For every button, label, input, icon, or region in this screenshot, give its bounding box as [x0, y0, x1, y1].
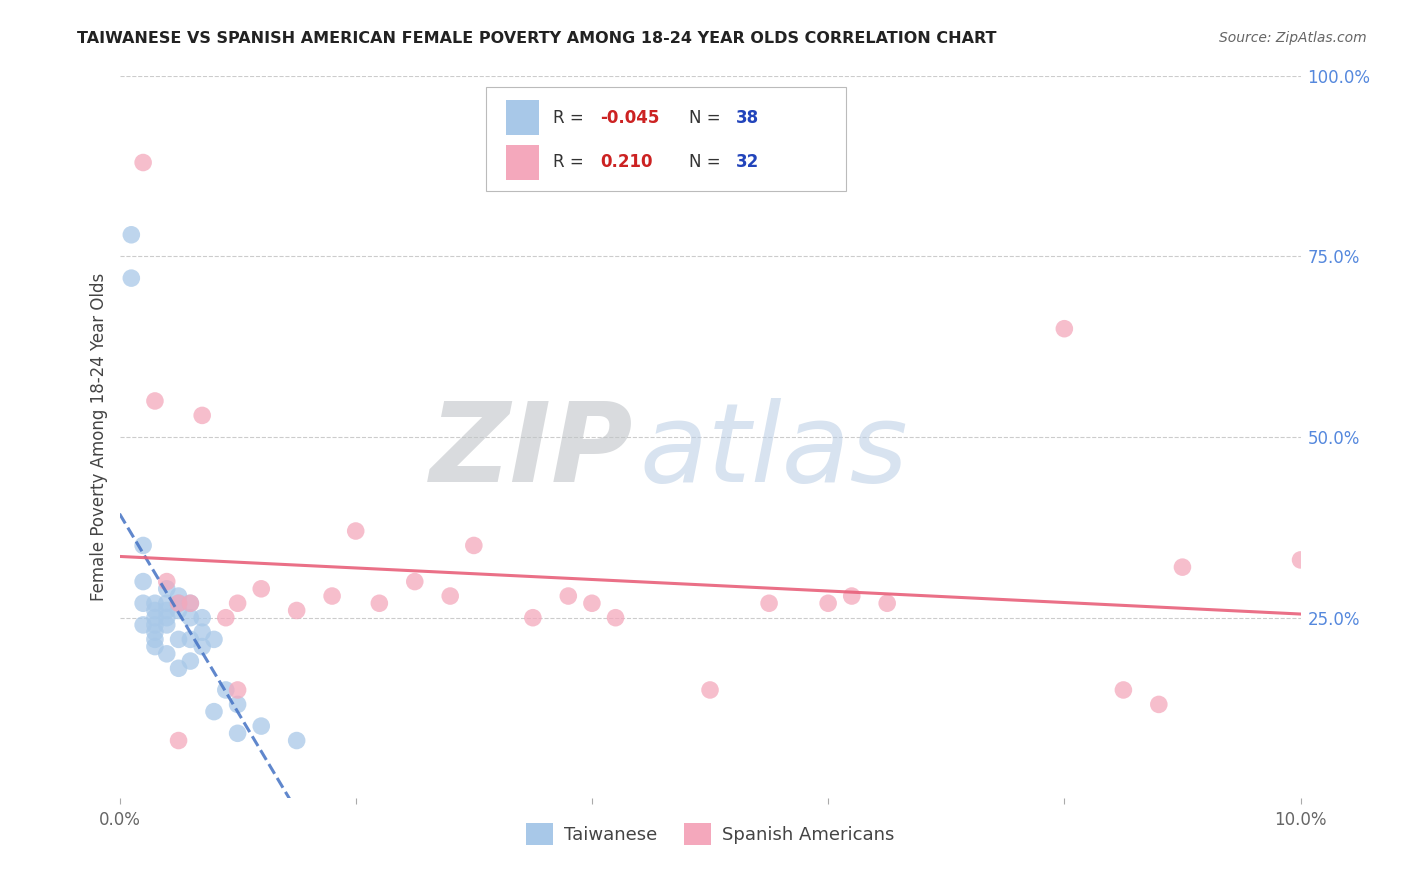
- Point: [143, 596, 166, 610]
- Point: [179, 654, 201, 668]
- Point: [226, 726, 249, 740]
- Point: [522, 610, 544, 624]
- Point: [202, 632, 225, 647]
- Point: [581, 596, 603, 610]
- Point: [344, 524, 367, 538]
- Point: [250, 582, 273, 596]
- Point: [156, 618, 179, 632]
- Point: [167, 632, 190, 647]
- Point: [179, 596, 201, 610]
- Text: N =: N =: [689, 153, 725, 171]
- Point: [156, 582, 179, 596]
- Point: [143, 640, 166, 654]
- Point: [143, 610, 166, 624]
- Point: [463, 539, 485, 553]
- Point: [167, 596, 190, 610]
- Point: [132, 596, 155, 610]
- Y-axis label: Female Poverty Among 18-24 Year Olds: Female Poverty Among 18-24 Year Olds: [90, 273, 108, 601]
- Text: ZIP: ZIP: [430, 398, 633, 505]
- Point: [215, 610, 238, 624]
- Point: [285, 603, 308, 617]
- Point: [179, 610, 201, 624]
- Text: R =: R =: [553, 109, 589, 127]
- Point: [557, 589, 579, 603]
- Point: [605, 610, 627, 624]
- Point: [156, 647, 179, 661]
- Point: [156, 596, 179, 610]
- Point: [179, 632, 201, 647]
- Point: [167, 596, 190, 610]
- Bar: [506, 145, 538, 180]
- Text: 0.210: 0.210: [600, 153, 652, 171]
- Point: [167, 603, 190, 617]
- Point: [1289, 553, 1312, 567]
- Point: [156, 603, 179, 617]
- Point: [368, 596, 391, 610]
- Point: [132, 155, 155, 169]
- Point: [202, 705, 225, 719]
- Point: [167, 733, 190, 747]
- Point: [143, 618, 166, 632]
- Point: [132, 574, 155, 589]
- Text: TAIWANESE VS SPANISH AMERICAN FEMALE POVERTY AMONG 18-24 YEAR OLDS CORRELATION C: TAIWANESE VS SPANISH AMERICAN FEMALE POV…: [77, 31, 997, 46]
- Point: [226, 596, 249, 610]
- Point: [1112, 683, 1135, 698]
- Point: [179, 596, 201, 610]
- Point: [143, 603, 166, 617]
- Point: [143, 632, 166, 647]
- Point: [758, 596, 780, 610]
- Point: [285, 733, 308, 747]
- Point: [226, 698, 249, 712]
- Point: [876, 596, 898, 610]
- Point: [120, 227, 142, 242]
- Text: R =: R =: [553, 153, 595, 171]
- Legend: Taiwanese, Spanish Americans: Taiwanese, Spanish Americans: [517, 814, 903, 855]
- Bar: [506, 100, 538, 136]
- Point: [699, 683, 721, 698]
- Point: [1053, 321, 1076, 335]
- Text: -0.045: -0.045: [600, 109, 659, 127]
- Point: [143, 393, 166, 408]
- Point: [191, 409, 214, 423]
- FancyBboxPatch shape: [485, 87, 846, 192]
- Point: [1171, 560, 1194, 574]
- Point: [215, 683, 238, 698]
- Text: Source: ZipAtlas.com: Source: ZipAtlas.com: [1219, 31, 1367, 45]
- Point: [226, 683, 249, 698]
- Point: [191, 625, 214, 640]
- Point: [143, 625, 166, 640]
- Point: [841, 589, 863, 603]
- Point: [120, 271, 142, 285]
- Point: [250, 719, 273, 733]
- Point: [156, 574, 179, 589]
- Point: [191, 610, 214, 624]
- Text: 38: 38: [735, 109, 759, 127]
- Point: [439, 589, 461, 603]
- Point: [404, 574, 426, 589]
- Point: [132, 618, 155, 632]
- Text: 32: 32: [735, 153, 759, 171]
- Point: [191, 640, 214, 654]
- Point: [132, 539, 155, 553]
- Point: [167, 661, 190, 675]
- Text: N =: N =: [689, 109, 725, 127]
- Point: [156, 610, 179, 624]
- Point: [321, 589, 343, 603]
- Point: [1147, 698, 1170, 712]
- Point: [167, 589, 190, 603]
- Point: [817, 596, 839, 610]
- Text: atlas: atlas: [640, 398, 908, 505]
